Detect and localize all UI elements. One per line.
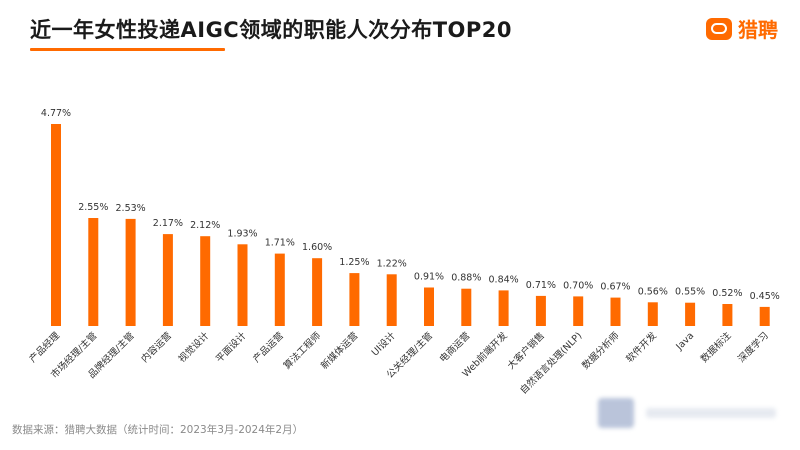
bar-value-label: 1.22% <box>377 258 407 269</box>
category-tick-label: 数据标注 <box>698 329 734 365</box>
bar-value-label: 0.88% <box>451 273 481 284</box>
category-tick-label: 深度学习 <box>735 330 770 365</box>
bar-value-label: 2.12% <box>190 220 220 231</box>
category-tick-label: Java <box>674 330 697 353</box>
category-tick-label: 数据分析师 <box>580 330 622 372</box>
bar-value-label: 1.71% <box>265 238 295 249</box>
category-tick-label: 软件开发 <box>624 329 660 365</box>
title-underline <box>30 48 225 51</box>
bar-value-label: 0.84% <box>489 274 519 285</box>
category-tick-label: 视觉设计 <box>176 329 212 365</box>
bar-4 <box>162 234 173 326</box>
category-tick-label: UI设计 <box>369 329 398 358</box>
bar-7 <box>274 253 285 326</box>
category-tick-label: 产品经理 <box>27 329 63 365</box>
bar-value-label: 0.71% <box>526 280 556 291</box>
data-source-note: 数据来源：猎聘大数据（统计时间：2023年3月-2024年2月） <box>12 424 304 436</box>
bar-1 <box>51 124 61 326</box>
bar-value-label: 1.60% <box>302 242 332 253</box>
bar-value-label: 0.67% <box>600 282 630 293</box>
bar-value-label: 2.53% <box>116 203 146 214</box>
chat-bubble-icon <box>706 17 732 40</box>
category-tick-label: 算法工程师 <box>281 330 323 372</box>
category-tick-label: 电商运营 <box>437 330 472 365</box>
bar-value-label: 0.56% <box>638 286 668 297</box>
bar-3 <box>125 218 136 326</box>
bar-value-label: 2.55% <box>78 202 108 213</box>
bar-6 <box>237 244 248 326</box>
bar-5 <box>200 236 211 326</box>
category-tick-label: 平面设计 <box>213 329 249 365</box>
bar-10 <box>386 274 397 326</box>
bar-value-label: 0.91% <box>414 272 444 283</box>
bar-value-label: 0.45% <box>750 291 780 302</box>
bar-value-label: 0.70% <box>563 280 593 291</box>
bar-17 <box>647 302 658 326</box>
bar-value-label: 2.17% <box>153 218 183 229</box>
logo-text: 猎聘 <box>738 18 778 42</box>
bar-20 <box>759 306 770 326</box>
bar-15 <box>573 296 584 326</box>
category-tick-label: 内容运营 <box>139 330 174 365</box>
bar-2 <box>88 218 99 326</box>
category-tick-label: 产品运营 <box>251 330 286 365</box>
bar-11 <box>424 287 434 326</box>
category-tick-label: 自然语言处理(NLP) <box>517 330 584 397</box>
brand-logo: 猎聘 <box>706 14 778 43</box>
bar-9 <box>349 273 360 326</box>
bar-16 <box>610 297 621 326</box>
bar-18 <box>685 302 696 326</box>
chart-title: 近一年女性投递AIGC领域的职能人次分布TOP20 <box>30 18 513 42</box>
category-tick-label: 新媒体运营 <box>318 330 360 372</box>
bar-13 <box>498 290 509 326</box>
bar-value-label: 1.25% <box>339 257 369 268</box>
bar-value-label: 0.55% <box>675 287 705 298</box>
bar-value-label: 4.77% <box>41 108 71 119</box>
bar-value-label: 1.93% <box>227 228 257 239</box>
bar-8 <box>312 258 323 326</box>
blurred-watermark <box>598 396 788 430</box>
bar-14 <box>535 295 546 326</box>
bar-19 <box>722 304 733 326</box>
bar-12 <box>461 288 472 326</box>
bar-value-label: 0.52% <box>712 288 742 299</box>
